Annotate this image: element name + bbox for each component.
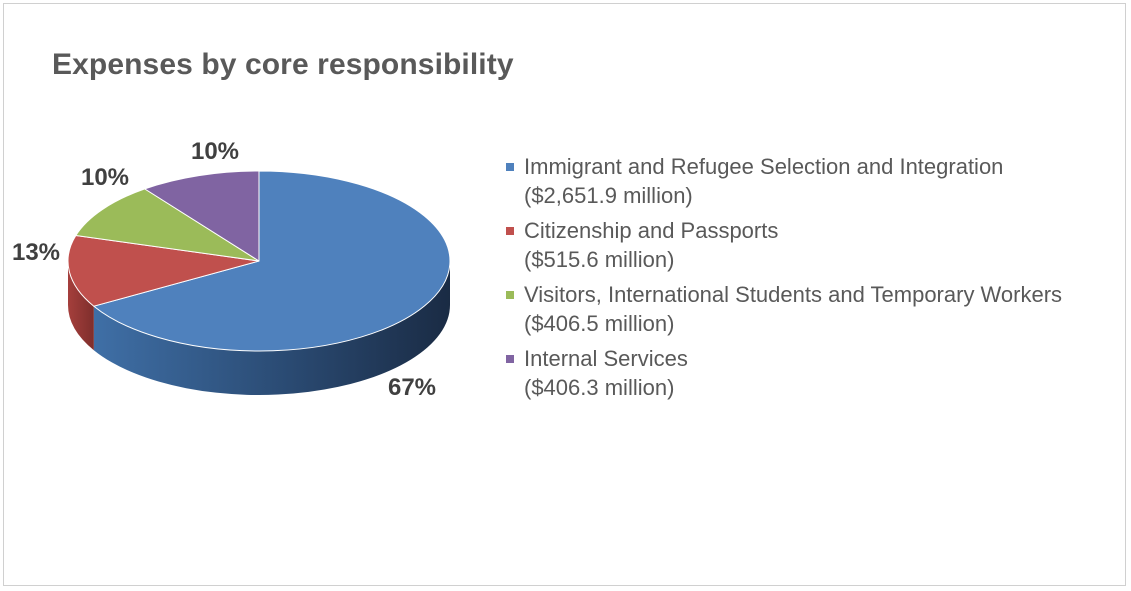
pie-slices <box>67 170 451 352</box>
legend-amount: ($515.6 million) <box>524 247 675 272</box>
legend-swatch <box>506 355 514 363</box>
pie-side-walls <box>68 261 450 395</box>
legend-swatch <box>506 163 514 171</box>
legend-item-citizenship-passports: Citizenship and Passports ($515.6 millio… <box>506 216 1121 274</box>
legend-label: Visitors, International Students and Tem… <box>524 282 1063 307</box>
pie-slice-3 <box>144 170 260 262</box>
legend-amount: ($2,651.9 million) <box>524 183 693 208</box>
pie-percent-labels: 67% 13% 10% 10% <box>12 138 436 401</box>
chart-title: Expenses by core responsibility <box>52 48 514 81</box>
percent-label-2: 10% <box>81 164 129 191</box>
pie-slice-1 <box>67 234 260 307</box>
percent-label-0: 67% <box>388 374 436 401</box>
chart-legend: Immigrant and Refugee Selection and Inte… <box>506 152 1121 408</box>
pie-slice-2 <box>75 188 260 262</box>
legend-item-internal-services: Internal Services ($406.3 million) <box>506 344 1121 402</box>
pie-side-1 <box>68 261 94 351</box>
percent-label-3: 10% <box>191 138 239 165</box>
pie-slice-0 <box>93 170 451 352</box>
percent-label-1: 13% <box>12 239 60 266</box>
legend-label: Immigrant and Refugee Selection and Inte… <box>524 154 1004 179</box>
pie-side-0 <box>93 261 450 395</box>
legend-swatch <box>506 227 514 235</box>
legend-amount: ($406.3 million) <box>524 375 675 400</box>
legend-swatch <box>506 291 514 299</box>
legend-label: Internal Services <box>524 346 688 371</box>
legend-amount: ($406.5 million) <box>524 311 675 336</box>
legend-label: Citizenship and Passports <box>524 218 779 243</box>
legend-item-visitors-students-workers: Visitors, International Students and Tem… <box>506 280 1121 338</box>
legend-item-immigrant-refugee: Immigrant and Refugee Selection and Inte… <box>506 152 1121 210</box>
